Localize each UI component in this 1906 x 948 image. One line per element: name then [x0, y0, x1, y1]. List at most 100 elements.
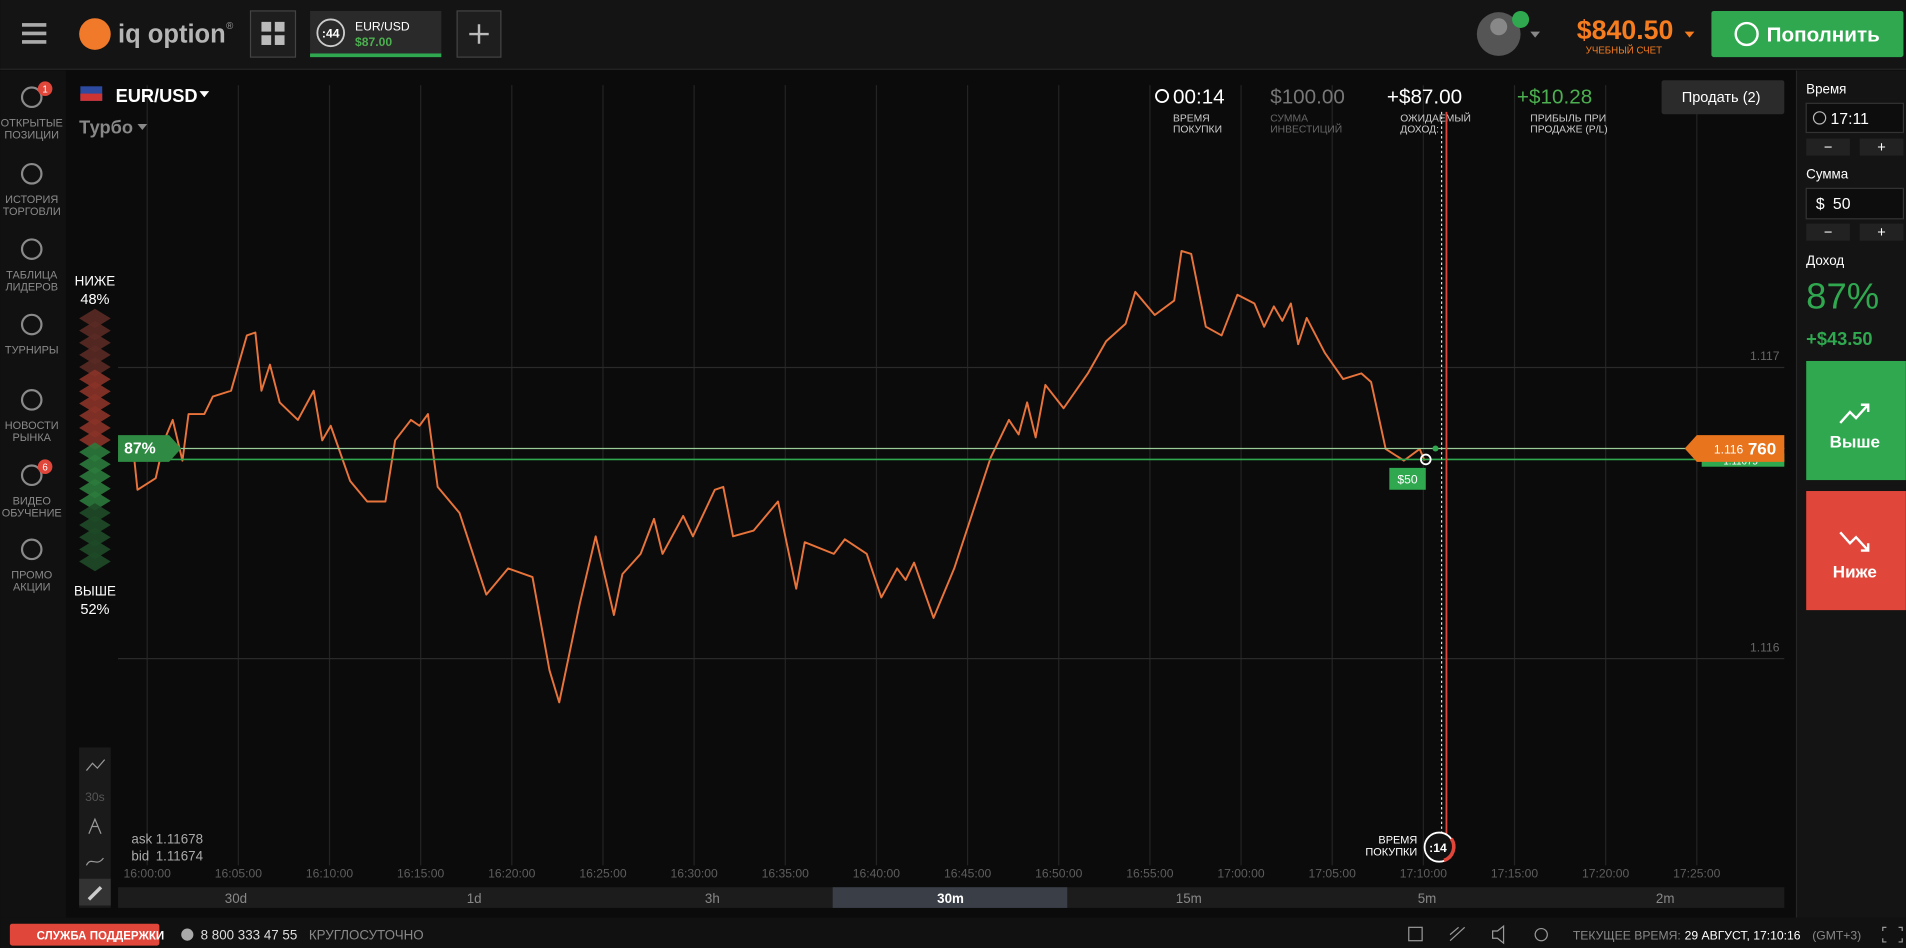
- timeframe[interactable]: 1d: [467, 891, 482, 906]
- grid-icon: [261, 21, 285, 45]
- bid-label: bid: [131, 848, 149, 863]
- plus-icon: [469, 24, 489, 44]
- x-tick-label: 16:50:00: [1035, 867, 1083, 881]
- sidebar-item[interactable]: ТУРНИРЫ: [5, 313, 59, 357]
- indicator-tool[interactable]: [88, 817, 102, 834]
- interval[interactable]: 30s: [85, 790, 105, 804]
- signal-icon[interactable]: [1449, 926, 1466, 942]
- tab-timer-ring: [316, 18, 346, 48]
- put-label: Ниже: [1833, 562, 1877, 581]
- plus-button[interactable]: [1859, 138, 1904, 156]
- account-type: УЧЕБНЫЙ СЧЕТ: [1586, 44, 1662, 56]
- minus-button[interactable]: [1806, 223, 1850, 241]
- trend-tool[interactable]: [85, 857, 104, 866]
- put-bg: [1806, 491, 1906, 611]
- x-tick-label: 16:05:00: [215, 867, 263, 881]
- sentiment-up-pct: 52%: [80, 602, 109, 618]
- fullscreen-icon[interactable]: [1882, 926, 1903, 943]
- time-value: 17:11: [1831, 111, 1870, 128]
- chart-type-tool[interactable]: [85, 759, 106, 771]
- sentiment-up-label: ВЫШЕ: [74, 584, 116, 599]
- call-label: Выше: [1830, 432, 1880, 451]
- draw-tool[interactable]: [87, 886, 103, 901]
- y-tick-label: 1.117: [1750, 349, 1780, 363]
- expiry-label: ВРЕМЯ: [1378, 834, 1417, 846]
- call-button[interactable]: Выше: [1806, 360, 1906, 481]
- x-tick-label: 16:15:00: [397, 867, 445, 881]
- sentiment-diamond: [79, 320, 111, 341]
- stat-label: ПРИБЫЛЬ ПРИ: [1530, 114, 1606, 125]
- menu-button[interactable]: [22, 23, 47, 44]
- support-button[interactable]: СЛУЖБА ПОДДЕРЖКИ: [9, 923, 164, 946]
- call-bg: [1806, 360, 1906, 481]
- timeframe[interactable]: 5m: [1418, 891, 1437, 906]
- minus-button[interactable]: [1806, 138, 1850, 156]
- timeframe[interactable]: 30m: [937, 891, 964, 906]
- dropdown-arrow: [199, 91, 210, 98]
- settings-icon[interactable]: [1534, 927, 1548, 942]
- asset-tab[interactable]: :44 EUR/USD $87.00: [310, 10, 442, 58]
- current-point: [1432, 445, 1439, 452]
- sidebar: [0, 70, 66, 918]
- stat-value: 00:14: [1173, 85, 1225, 108]
- grid-cell: [274, 35, 285, 45]
- timeframe[interactable]: 30d: [225, 891, 247, 906]
- timeframe[interactable]: 3h: [705, 891, 720, 906]
- avatar-head: [1490, 18, 1508, 36]
- layout-icon[interactable]: [1408, 926, 1423, 942]
- sidebar-label: ПРОМО: [11, 570, 52, 582]
- sound-icon[interactable]: [1492, 924, 1505, 945]
- income-value: +$43.50: [1806, 328, 1872, 349]
- sell-bg: [1661, 80, 1785, 115]
- deposit-button[interactable]: Пополнить: [1711, 10, 1904, 58]
- stat-value: +$87.00: [1387, 85, 1462, 108]
- time-input[interactable]: [1805, 102, 1905, 134]
- x-tick-label: 16:20:00: [488, 867, 536, 881]
- plus-label: +: [1877, 225, 1886, 241]
- dropdown-arrow: [137, 123, 148, 131]
- logo-icon: [79, 18, 111, 50]
- income-pct: 87%: [1806, 276, 1879, 317]
- sell-button[interactable]: Продать (2): [1661, 80, 1785, 115]
- price-suffix: 760: [1748, 440, 1776, 459]
- timeframe[interactable]: 2m: [1656, 891, 1675, 906]
- sidebar-icon: [20, 238, 43, 260]
- badge-bg: [37, 459, 53, 474]
- sentiment-diamond: [79, 466, 111, 487]
- balance[interactable]: $840.50: [1577, 15, 1674, 45]
- phone-icon: [181, 928, 194, 941]
- sell-label: Продать (2): [1682, 90, 1761, 106]
- put-icon: [1839, 531, 1870, 552]
- grid-button[interactable]: [249, 10, 297, 58]
- sentiment-diamond: [79, 539, 111, 560]
- sidebar-label: ТУРНИРЫ: [5, 345, 59, 357]
- y-tick-label: 1.116: [1750, 640, 1780, 654]
- x-tick-label: 17:20:00: [1582, 867, 1630, 881]
- asset-mode[interactable]: Турбо: [79, 117, 133, 138]
- menu-bar: [22, 23, 47, 27]
- asset-name[interactable]: EUR/USD: [116, 85, 198, 106]
- x-tick-label: 17:05:00: [1309, 867, 1357, 881]
- amount-input[interactable]: [1805, 187, 1905, 220]
- expiry-label: ПОКУПКИ: [1365, 847, 1417, 859]
- stat-label: ИНВЕСТИЦИЙ: [1270, 122, 1342, 135]
- clock-icon: [1812, 111, 1827, 125]
- currency: $: [1816, 196, 1825, 213]
- sentiment-diamond: [79, 393, 111, 414]
- timeframe[interactable]: 15m: [1176, 891, 1202, 906]
- x-tick-label: 17:10:00: [1400, 867, 1448, 881]
- sentiment-diamond: [79, 333, 111, 353]
- plus-button[interactable]: [1859, 223, 1904, 241]
- amount-value: 50: [1833, 196, 1851, 213]
- stat-label: ПОКУПКИ: [1173, 124, 1222, 135]
- put-button[interactable]: Ниже: [1806, 491, 1906, 611]
- sidebar-icon: [20, 86, 43, 109]
